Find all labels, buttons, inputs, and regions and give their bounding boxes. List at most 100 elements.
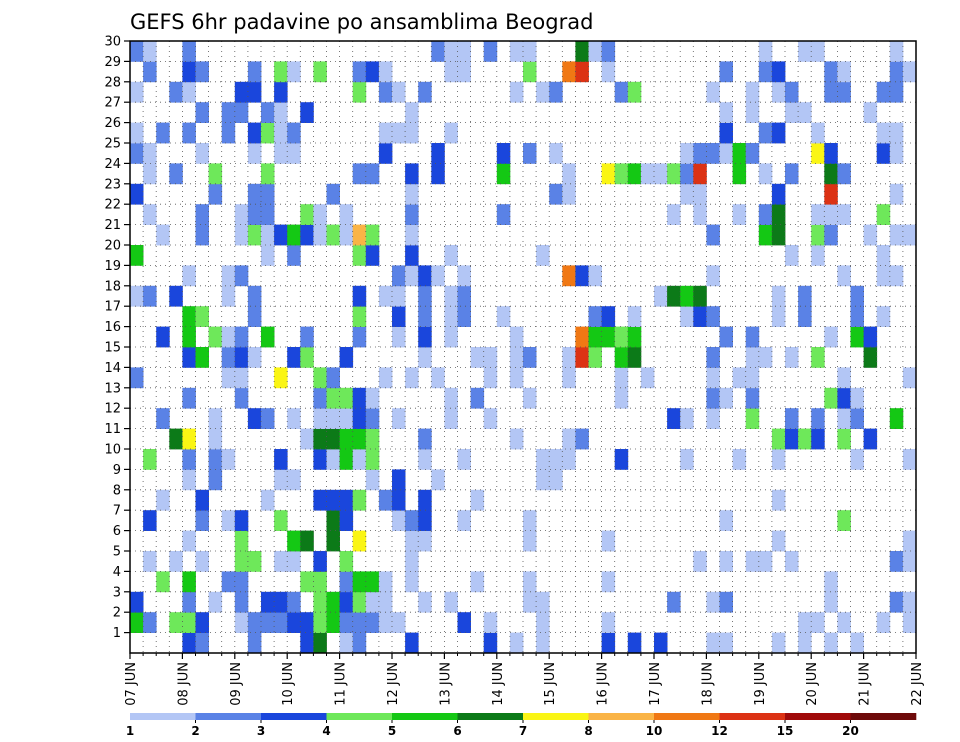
heatmap-cell bbox=[693, 183, 707, 205]
heatmap-cell bbox=[509, 428, 524, 450]
heatmap-cell bbox=[850, 306, 864, 327]
x-tick-label: 10 JUN bbox=[281, 662, 296, 706]
heatmap-cell bbox=[523, 41, 537, 62]
heatmap-cell bbox=[889, 408, 904, 429]
heatmap-cell bbox=[889, 143, 904, 164]
heatmap-cell bbox=[431, 367, 445, 389]
heatmap-cell bbox=[876, 245, 891, 266]
heatmap-cell bbox=[313, 224, 327, 246]
heatmap-cell bbox=[130, 41, 144, 62]
heatmap-cell bbox=[365, 245, 380, 266]
heatmap-cell bbox=[863, 224, 878, 246]
heatmap-cell bbox=[313, 591, 327, 613]
heatmap-cell bbox=[719, 551, 733, 572]
heatmap-cell bbox=[745, 143, 760, 164]
heatmap-cell bbox=[169, 81, 183, 103]
colorbar-swatch bbox=[457, 713, 524, 720]
heatmap-cell bbox=[326, 367, 340, 389]
heatmap-cell bbox=[418, 265, 432, 287]
heatmap-cell bbox=[326, 387, 340, 409]
heatmap-cell bbox=[706, 591, 720, 613]
heatmap-cell bbox=[509, 326, 524, 348]
heatmap-cell bbox=[405, 571, 419, 593]
heatmap-cell bbox=[601, 41, 616, 62]
heatmap-cell bbox=[496, 204, 511, 225]
heatmap-cell bbox=[902, 367, 917, 389]
heatmap-cell bbox=[195, 61, 209, 83]
heatmap-cell bbox=[339, 408, 354, 429]
colorbar-label: 4 bbox=[322, 724, 330, 738]
heatmap-cell bbox=[326, 591, 340, 613]
heatmap-cell bbox=[261, 102, 275, 123]
heatmap-cell bbox=[745, 387, 760, 409]
y-tick-label: 1 bbox=[113, 626, 121, 641]
heatmap-cell bbox=[850, 387, 864, 409]
heatmap-cell bbox=[889, 183, 904, 205]
heatmap-cell bbox=[667, 163, 681, 185]
heatmap-cell bbox=[562, 265, 576, 287]
y-tick-label: 29 bbox=[104, 55, 121, 70]
heatmap-cell bbox=[378, 489, 393, 511]
heatmap-cell bbox=[418, 449, 432, 470]
heatmap-cell bbox=[182, 632, 196, 654]
heatmap-cell bbox=[208, 428, 223, 450]
heatmap-cell bbox=[536, 632, 550, 654]
heatmap-cell bbox=[811, 41, 825, 62]
heatmap-cell bbox=[365, 387, 380, 409]
heatmap-cell bbox=[221, 285, 236, 307]
heatmap-cell bbox=[837, 428, 851, 450]
heatmap-cell bbox=[457, 41, 471, 62]
heatmap-cell bbox=[706, 347, 720, 368]
heatmap-cell bbox=[719, 387, 733, 409]
heatmap-cell bbox=[902, 61, 917, 83]
x-axis-ticks: 07 JUN 08 JUN 09 JUN 10 JUN 11 JUN 12 JUN 13 J… bbox=[124, 653, 925, 706]
heatmap-cell bbox=[523, 347, 537, 368]
heatmap-cell bbox=[418, 510, 432, 531]
heatmap-cell bbox=[850, 285, 864, 307]
heatmap-cell bbox=[339, 387, 354, 409]
y-tick-label: 16 bbox=[104, 320, 121, 335]
heatmap-cell bbox=[889, 81, 904, 103]
heatmap-cell bbox=[195, 347, 209, 368]
y-tick-label: 2 bbox=[113, 606, 121, 621]
heatmap-cell bbox=[627, 81, 642, 103]
heatmap-cell bbox=[771, 632, 786, 654]
heatmap-cell bbox=[392, 510, 406, 531]
heatmap-cell bbox=[234, 530, 249, 552]
heatmap-cell bbox=[837, 612, 851, 633]
heatmap-cell bbox=[261, 489, 275, 511]
heatmap-cell bbox=[824, 632, 838, 654]
heatmap-cell bbox=[418, 81, 432, 103]
heatmap-cell bbox=[221, 326, 236, 348]
heatmap-cell bbox=[234, 367, 249, 389]
heatmap-cell bbox=[824, 571, 838, 593]
heatmap-cell bbox=[300, 224, 314, 246]
colorbar-swatch bbox=[130, 713, 196, 720]
heatmap-cell bbox=[247, 122, 262, 144]
heatmap-cell bbox=[837, 408, 851, 429]
heatmap-cell bbox=[365, 612, 380, 633]
heatmap-cell bbox=[536, 469, 550, 491]
heatmap-cell bbox=[745, 102, 760, 123]
y-tick-label: 14 bbox=[104, 361, 121, 376]
x-tick-label: 22 JUN bbox=[910, 662, 925, 706]
x-tick-label: 15 JUN bbox=[543, 662, 558, 706]
heatmap-cell bbox=[418, 347, 432, 368]
heatmap-cell bbox=[339, 347, 354, 368]
heatmap-cell bbox=[247, 408, 262, 429]
heatmap-cell bbox=[719, 326, 733, 348]
heatmap-cell bbox=[732, 449, 747, 470]
colorbar-label: 5 bbox=[388, 724, 396, 738]
heatmap-cell bbox=[182, 122, 196, 144]
heatmap-cell bbox=[483, 632, 498, 654]
heatmap-cell bbox=[549, 449, 563, 470]
heatmap-cell bbox=[588, 265, 602, 287]
heatmap-cell bbox=[143, 285, 157, 307]
heatmap-cell bbox=[313, 632, 327, 654]
heatmap-cell bbox=[706, 387, 720, 409]
heatmap-cell bbox=[352, 245, 367, 266]
heatmap-cell bbox=[706, 224, 720, 246]
heatmap-cell bbox=[418, 489, 432, 511]
heatmap-cell bbox=[221, 102, 236, 123]
y-tick-label: 12 bbox=[104, 402, 121, 417]
